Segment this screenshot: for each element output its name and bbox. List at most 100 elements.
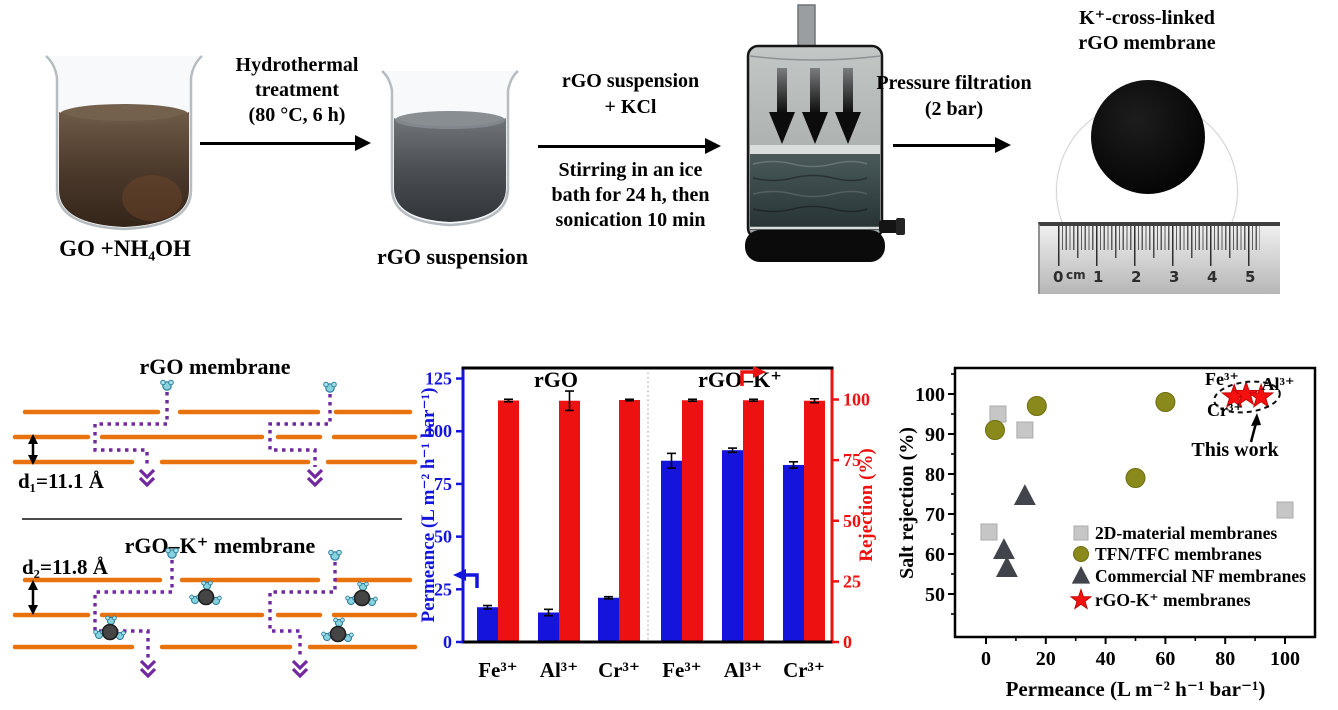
- water-exit-arrow-icon: [138, 468, 156, 487]
- data-point: [980, 523, 998, 541]
- permeance-bar: [477, 607, 498, 642]
- water-path: [93, 392, 332, 467]
- ruler-number: 5: [1245, 268, 1256, 286]
- rgo-sheets: [12, 409, 418, 465]
- this-work-arrow-icon: [1251, 413, 1261, 426]
- hydrated-potassium-icon: [322, 618, 354, 642]
- water-molecule-icon: [328, 549, 342, 561]
- process-arrow-1: [200, 135, 371, 151]
- svg-text:Al³⁺: Al³⁺: [724, 658, 762, 682]
- liquid-surface: [395, 111, 505, 129]
- step3-text: Pressure filtration (2 bar): [876, 72, 1032, 120]
- water-exit-arrow-icon: [139, 659, 157, 678]
- data-point: [1026, 396, 1047, 416]
- ruler-number: 0: [1053, 268, 1064, 286]
- svg-text:75: 75: [843, 450, 861, 470]
- rejection-bar: [682, 400, 703, 642]
- ruler-number: 4: [1207, 268, 1218, 286]
- result-title: K⁺-cross-linked rGO membrane: [1078, 7, 1216, 54]
- rejection-bar: [743, 400, 764, 642]
- svg-text:25: 25: [434, 579, 452, 599]
- step2-text-top: rGO suspension + KCl: [561, 70, 700, 118]
- data-point: [1073, 546, 1089, 562]
- pressure-arrows-icon: [769, 68, 861, 144]
- data-point: [984, 420, 1005, 440]
- rgo-k-sheets: [12, 577, 418, 650]
- svg-text:Fe³⁺: Fe³⁺: [478, 658, 518, 682]
- svg-text:100: 100: [915, 384, 945, 406]
- ruler-number: 3: [1169, 268, 1180, 286]
- svg-text:70: 70: [925, 504, 945, 526]
- legend-label: Commercial NF membranes: [1095, 566, 1306, 586]
- data-point: [996, 556, 1018, 578]
- svg-text:0: 0: [443, 632, 452, 652]
- fe-annotation: Fe³⁺: [1205, 369, 1239, 389]
- svg-text:rGO–K⁺: rGO–K⁺: [698, 367, 782, 392]
- svg-text:90: 90: [925, 424, 945, 446]
- water-molecule-icon: [323, 381, 337, 393]
- liquid-highlight: [122, 175, 182, 221]
- rejection-bar: [804, 400, 825, 642]
- ruler-cm-ticks: [1058, 226, 1260, 266]
- cell-stem: [797, 4, 816, 50]
- rejection-bar: [619, 400, 640, 642]
- process-arrow-2: [538, 138, 721, 154]
- svg-text:100: 100: [843, 390, 870, 410]
- data-point: [1125, 468, 1146, 488]
- svg-text:80: 80: [1215, 648, 1235, 670]
- data-point: [1232, 380, 1260, 406]
- gray-liquid: [394, 118, 506, 222]
- rgo-k-membrane-title: rGO–K⁺ membrane: [125, 533, 316, 558]
- svg-text:20: 20: [1036, 648, 1056, 670]
- permeance-bar: [661, 460, 682, 642]
- left-axis-pointer-icon: [466, 573, 479, 588]
- beaker2-label: rGO suspension: [377, 244, 528, 269]
- ruler-number: 2: [1131, 268, 1142, 286]
- filtration-cell-image: [745, 4, 905, 262]
- water-exit-arrow-icon: [306, 468, 324, 487]
- rejection-bar: [498, 400, 519, 642]
- permeance-bar: [783, 464, 804, 642]
- step2-text-bottom: Stirring in an ice bath for 24 h, then s…: [551, 159, 710, 231]
- svg-text:60: 60: [1155, 648, 1175, 670]
- liquid-top-band: [750, 145, 880, 155]
- svg-text:Rejection (%): Rejection (%): [856, 448, 877, 561]
- svg-text:100: 100: [1270, 648, 1300, 670]
- svg-text:80: 80: [925, 464, 945, 486]
- hydrated-potassium-icon: [94, 616, 126, 640]
- svg-text:Al³⁺: Al³⁺: [540, 658, 578, 682]
- svg-text:Cr³⁺: Cr³⁺: [598, 658, 640, 682]
- svg-text:0: 0: [981, 648, 991, 670]
- spacing-arrow-icon: [28, 580, 38, 615]
- membrane-disc-image: [1091, 80, 1205, 194]
- water-path: [93, 560, 337, 658]
- ruler-unit: cm: [1066, 268, 1086, 282]
- d2-spacing-label: d₂=11.8 Å: [22, 555, 109, 579]
- svg-text:40: 40: [1096, 648, 1116, 670]
- step1-text: Hydrothermal treatment (80 °C, 6 h): [235, 54, 359, 126]
- data-point: [1071, 566, 1091, 584]
- data-point: [1276, 501, 1294, 519]
- data-point: [989, 405, 1007, 423]
- rgo-beaker-image: [381, 70, 519, 227]
- permeance-bar: [538, 612, 559, 642]
- rejection-bar: [559, 400, 580, 642]
- this-work-annotation: This work: [1191, 439, 1279, 461]
- ruler-number: 1: [1093, 268, 1104, 286]
- svg-text:50: 50: [843, 511, 861, 531]
- cell-liquid: [750, 154, 880, 230]
- data-point: [1069, 588, 1093, 610]
- process-arrow-3: [893, 137, 1011, 153]
- svg-text:75: 75: [434, 474, 452, 494]
- permeance-rejection-bar-chart: 0 25 50 75 100 125 0 25 50 75 100 Fe³⁺ Al³⁺ Cr³⁺ Fe³⁺ A…: [420, 366, 877, 682]
- data-point: [1247, 382, 1275, 409]
- cr-annotation: Cr³⁺: [1207, 400, 1243, 420]
- rgo-membrane-title: rGO membrane: [140, 354, 291, 379]
- svg-text:Cr³⁺: Cr³⁺: [783, 658, 825, 682]
- bar-plot-area: 0 25 50 75 100 125 0 25 50 75 100 Fe³⁺ Al³⁺ Cr³⁺ Fe³⁺ A…: [420, 366, 877, 682]
- svg-text:125: 125: [425, 369, 452, 389]
- membrane-schematic: rGO membrane d₁=11.1 Å rGO–K⁺ membrane d…: [12, 354, 418, 678]
- outlet-pipe: [879, 220, 899, 233]
- permeance-bar: [722, 450, 743, 642]
- spacing-arrow-icon: [28, 434, 38, 465]
